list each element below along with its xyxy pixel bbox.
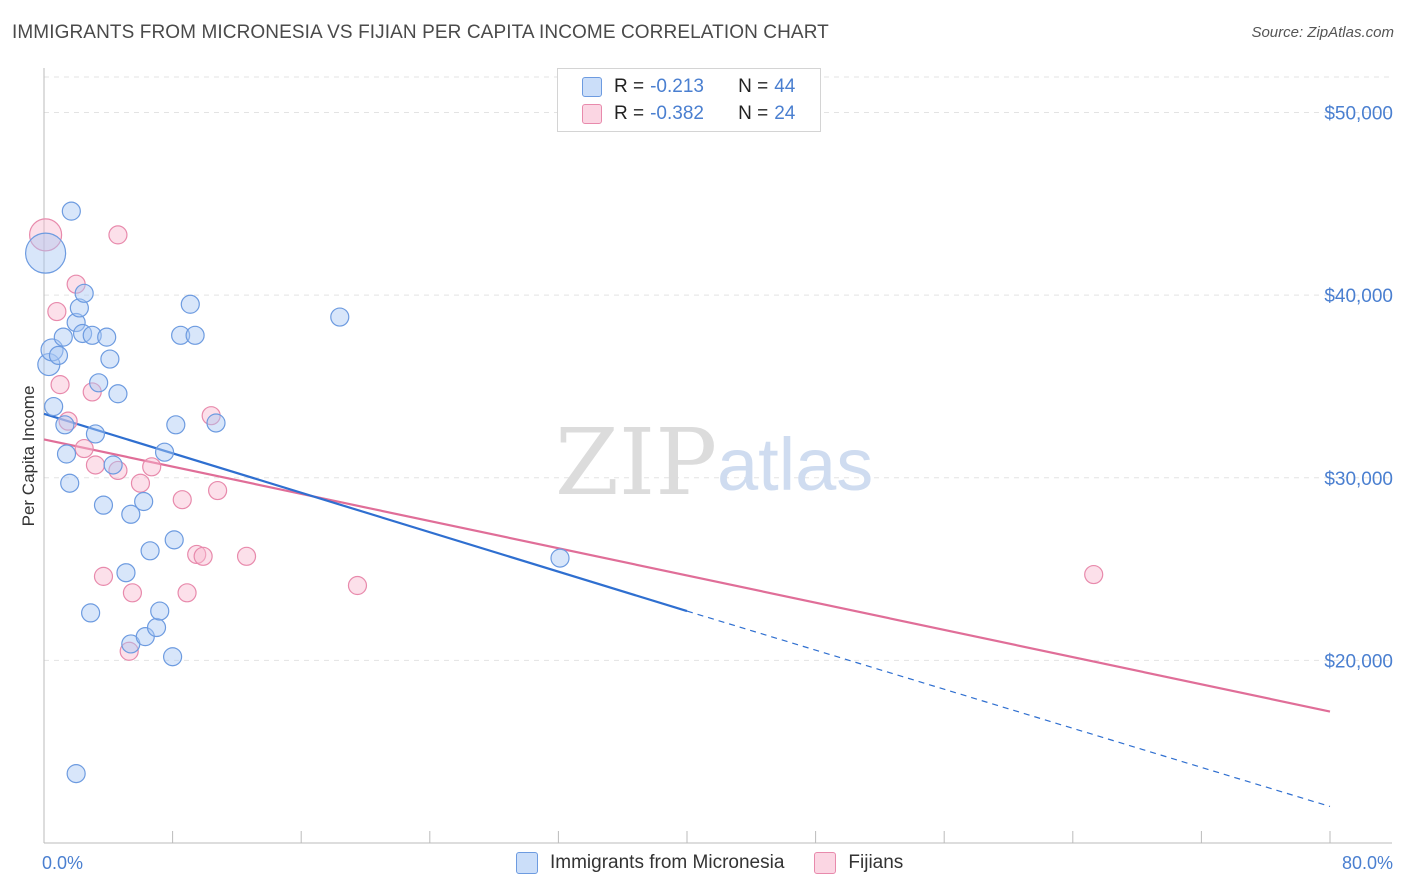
y-tick-labels: $20,000 $30,000 $40,000 $50,000 bbox=[1324, 104, 1393, 673]
stats-legend: R = -0.213 N = 44 R = -0.382 N = 24 bbox=[557, 68, 821, 132]
y-tick-label: $50,000 bbox=[1324, 104, 1393, 125]
point-micronesia bbox=[53, 327, 73, 347]
point-micronesia bbox=[164, 530, 184, 550]
data-points bbox=[25, 201, 1104, 784]
legend-r-label: R = bbox=[614, 103, 645, 124]
point-micronesia bbox=[85, 424, 106, 444]
y-tick-label: $40,000 bbox=[1324, 286, 1393, 307]
point-fijians bbox=[1084, 564, 1104, 585]
point-micronesia bbox=[55, 415, 75, 435]
point-fijians bbox=[122, 583, 143, 603]
point-fijians bbox=[193, 546, 213, 566]
point-fijians bbox=[177, 583, 197, 603]
point-micronesia bbox=[81, 603, 101, 623]
point-micronesia bbox=[103, 455, 123, 475]
point-fijians bbox=[108, 225, 128, 245]
point-fijians bbox=[119, 641, 139, 661]
point-micronesia bbox=[25, 232, 67, 274]
point-micronesia bbox=[72, 323, 93, 344]
point-micronesia bbox=[163, 647, 183, 667]
point-micronesia bbox=[44, 396, 64, 417]
legend-r-value-b: -0.382 bbox=[650, 103, 704, 124]
x-tick-min: 0.0% bbox=[42, 853, 83, 873]
legend-row-series-a: R = -0.213 N = 44 bbox=[582, 74, 795, 100]
point-fijians bbox=[347, 575, 368, 596]
watermark-zip: ZIP bbox=[555, 409, 717, 516]
point-micronesia bbox=[134, 491, 154, 512]
legend-row-series-b: R = -0.382 N = 24 bbox=[582, 101, 795, 127]
point-fijians bbox=[74, 438, 94, 459]
legend-item-fijians: Fijians bbox=[814, 852, 903, 874]
point-micronesia bbox=[206, 413, 226, 433]
point-fijians bbox=[93, 566, 114, 586]
legend-n-value-b: 24 bbox=[774, 103, 796, 124]
point-micronesia bbox=[60, 473, 80, 493]
point-micronesia bbox=[82, 325, 102, 345]
point-micronesia bbox=[66, 312, 86, 333]
trendlines bbox=[43, 412, 1331, 808]
point-micronesia bbox=[100, 349, 120, 369]
series-legend: Immigrants from Micronesia Fijians bbox=[516, 852, 933, 874]
y-tick-label: $20,000 bbox=[1324, 651, 1393, 672]
legend-label-micronesia: Immigrants from Micronesia bbox=[550, 852, 785, 873]
point-micronesia bbox=[66, 764, 86, 784]
point-micronesia bbox=[121, 504, 141, 524]
point-micronesia bbox=[140, 541, 160, 561]
point-micronesia bbox=[146, 617, 167, 638]
point-micronesia bbox=[550, 548, 570, 568]
legend-n-label: N = bbox=[738, 103, 769, 124]
point-micronesia bbox=[69, 298, 89, 318]
point-micronesia bbox=[116, 563, 136, 583]
point-micronesia bbox=[166, 415, 186, 435]
legend-swatch-pink bbox=[814, 852, 837, 874]
trendline-micronesia bbox=[43, 412, 688, 613]
point-micronesia bbox=[56, 444, 77, 464]
point-micronesia bbox=[93, 495, 114, 515]
legend-r-label: R = bbox=[614, 76, 645, 97]
point-micronesia bbox=[108, 384, 128, 404]
trendline-micronesia-extrapolated bbox=[686, 610, 1331, 808]
point-fijians bbox=[187, 544, 207, 565]
point-micronesia bbox=[330, 307, 350, 327]
trendline-fijians bbox=[43, 438, 1331, 713]
watermark: ZIP atlas bbox=[555, 409, 873, 516]
point-fijians bbox=[172, 490, 192, 510]
legend-n-label: N = bbox=[738, 76, 769, 97]
point-fijians bbox=[236, 546, 257, 566]
y-tick-label: $30,000 bbox=[1324, 469, 1393, 490]
legend-r-value-a: -0.213 bbox=[650, 76, 704, 97]
x-tick-max: 80.0% bbox=[1342, 853, 1393, 873]
point-fijians bbox=[29, 218, 63, 252]
point-fijians bbox=[50, 375, 70, 395]
point-micronesia bbox=[171, 325, 191, 345]
point-fijians bbox=[47, 301, 67, 322]
point-micronesia bbox=[154, 442, 175, 462]
legend-item-micronesia: Immigrants from Micronesia bbox=[516, 852, 784, 874]
y-axis-label: Per Capita Income bbox=[19, 386, 38, 527]
watermark-atlas: atlas bbox=[717, 423, 873, 506]
point-fijians bbox=[130, 473, 151, 493]
point-fijians bbox=[142, 457, 162, 477]
legend-n-value-a: 44 bbox=[774, 76, 796, 97]
point-micronesia bbox=[61, 201, 81, 221]
legend-swatch-blue bbox=[516, 852, 538, 874]
point-fijians bbox=[208, 480, 228, 501]
axes bbox=[43, 68, 1392, 844]
legend-swatch-pink bbox=[582, 104, 602, 124]
point-fijians bbox=[58, 411, 78, 431]
point-micronesia bbox=[185, 325, 205, 345]
point-micronesia bbox=[150, 601, 170, 621]
source-label: Source: ZipAtlas.com bbox=[1251, 24, 1394, 41]
legend-swatch-blue bbox=[582, 77, 602, 97]
point-micronesia bbox=[89, 373, 109, 393]
point-fijians bbox=[85, 455, 106, 475]
legend-label-fijians: Fijians bbox=[848, 852, 904, 873]
chart-title: IMMIGRANTS FROM MICRONESIA VS FIJIAN PER… bbox=[12, 22, 829, 43]
point-micronesia bbox=[74, 283, 94, 303]
point-micronesia bbox=[180, 294, 200, 314]
point-micronesia bbox=[48, 345, 69, 366]
gridlines bbox=[44, 76, 1392, 661]
point-micronesia bbox=[97, 327, 117, 347]
